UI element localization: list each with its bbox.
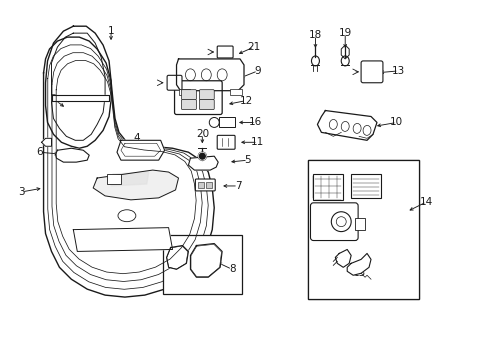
Bar — [307, 160, 418, 299]
Text: 14: 14 — [419, 197, 432, 207]
FancyBboxPatch shape — [360, 61, 382, 83]
Text: 9: 9 — [254, 66, 261, 76]
Polygon shape — [41, 138, 51, 146]
FancyBboxPatch shape — [199, 100, 214, 109]
Polygon shape — [43, 37, 214, 297]
Text: 15: 15 — [352, 268, 365, 278]
Polygon shape — [188, 156, 218, 170]
Bar — [313, 174, 343, 200]
FancyBboxPatch shape — [174, 81, 222, 114]
Polygon shape — [93, 170, 178, 200]
Text: 8: 8 — [228, 264, 235, 274]
Bar — [230, 89, 242, 95]
FancyBboxPatch shape — [310, 203, 357, 240]
Text: 20: 20 — [195, 129, 208, 139]
Polygon shape — [176, 59, 244, 91]
Polygon shape — [190, 243, 222, 277]
Text: 6: 6 — [36, 147, 43, 157]
Text: 7: 7 — [234, 181, 241, 191]
Text: 3: 3 — [19, 187, 25, 197]
Text: 5: 5 — [244, 155, 251, 165]
Text: 10: 10 — [389, 117, 403, 127]
Text: 1: 1 — [107, 26, 114, 36]
FancyBboxPatch shape — [181, 100, 196, 109]
Polygon shape — [51, 95, 109, 100]
Bar — [307, 160, 418, 299]
FancyBboxPatch shape — [199, 90, 214, 100]
Bar — [198, 182, 204, 188]
Text: 19: 19 — [338, 28, 351, 38]
Text: 21: 21 — [247, 42, 260, 52]
Text: 2: 2 — [50, 94, 57, 104]
Text: 13: 13 — [391, 66, 405, 76]
FancyBboxPatch shape — [167, 75, 182, 90]
Text: 16: 16 — [249, 117, 262, 127]
Polygon shape — [346, 253, 370, 275]
Bar — [350, 174, 380, 198]
Text: 18: 18 — [308, 30, 322, 40]
Bar — [219, 117, 235, 127]
Text: 11: 11 — [251, 137, 264, 147]
Polygon shape — [335, 249, 350, 267]
Polygon shape — [166, 246, 188, 269]
Bar — [107, 174, 121, 184]
Polygon shape — [55, 148, 89, 162]
Text: 12: 12 — [239, 96, 252, 105]
Bar — [206, 182, 212, 188]
FancyBboxPatch shape — [195, 179, 215, 191]
Bar — [178, 89, 190, 95]
Polygon shape — [73, 228, 172, 251]
FancyBboxPatch shape — [181, 90, 196, 100]
Text: 4: 4 — [133, 133, 140, 143]
FancyBboxPatch shape — [217, 135, 235, 149]
Text: 17: 17 — [191, 74, 204, 84]
FancyBboxPatch shape — [217, 46, 233, 58]
Bar — [163, 235, 242, 294]
Bar — [354, 218, 365, 230]
Circle shape — [198, 152, 206, 160]
Polygon shape — [111, 172, 148, 186]
Polygon shape — [117, 140, 164, 160]
Polygon shape — [317, 111, 376, 140]
